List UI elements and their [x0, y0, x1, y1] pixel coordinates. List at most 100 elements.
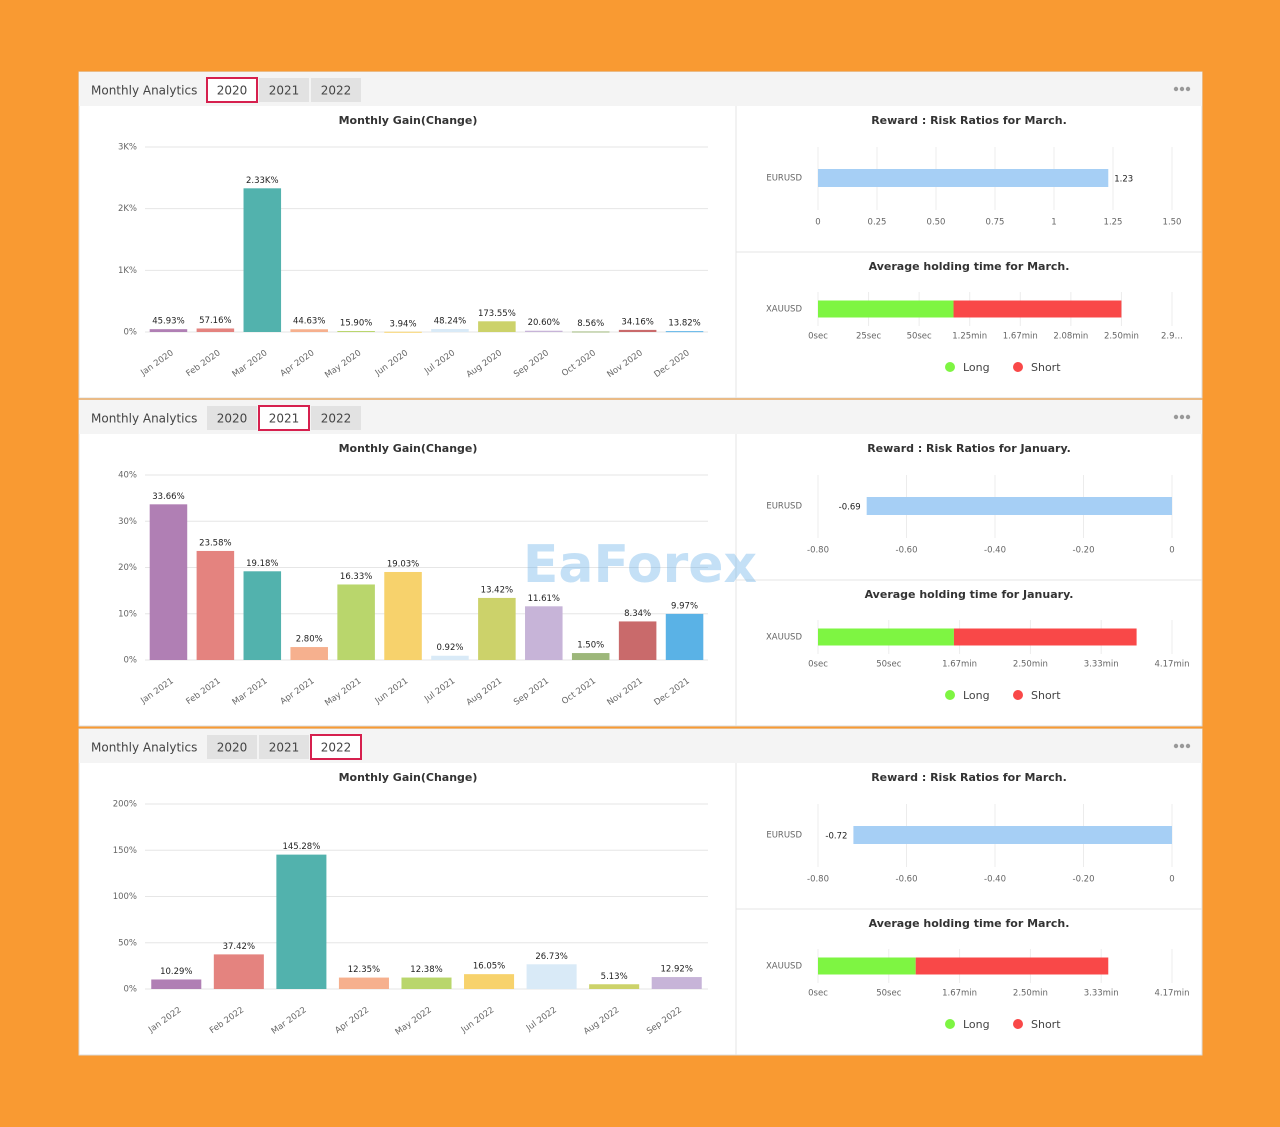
tab[interactable] — [259, 735, 309, 759]
x-tick-label: -0.20 — [1073, 875, 1095, 885]
y-tick-label: 0% — [124, 328, 138, 338]
menu-dot — [1173, 86, 1179, 92]
bar — [149, 504, 188, 660]
data-label: 44.63% — [293, 317, 325, 327]
data-label: 33.66% — [152, 492, 184, 502]
data-label: 12.38% — [410, 965, 442, 975]
data-label: 19.18% — [246, 559, 278, 569]
x-tick-label: 0sec — [808, 989, 828, 999]
x-tick-label: 3.33min — [1084, 660, 1119, 670]
chart-title: Average holding time for March. — [869, 260, 1070, 273]
x-tick-label: 2.50min — [1104, 332, 1139, 342]
bar — [290, 647, 328, 660]
bar — [589, 984, 640, 989]
bar — [866, 497, 1172, 515]
bar — [149, 329, 188, 332]
data-label: 57.16% — [199, 316, 231, 326]
x-tick-label: 1.67min — [942, 989, 977, 999]
tab-label[interactable]: 2020 — [217, 741, 248, 755]
data-label: 8.34% — [624, 609, 651, 619]
x-tick-label: 0.25 — [868, 218, 887, 228]
data-label: 48.24% — [434, 317, 466, 327]
x-tick-label: -0.80 — [807, 546, 829, 556]
x-tick-label: 2.9… — [1161, 332, 1183, 342]
tab-label[interactable]: 2020 — [217, 412, 248, 426]
tab[interactable] — [311, 78, 361, 102]
x-tick-label: 1.25min — [952, 332, 987, 342]
x-tick-label: -0.40 — [984, 546, 1006, 556]
menu-dot — [1179, 743, 1185, 749]
data-label: 15.90% — [340, 319, 372, 329]
bar — [571, 653, 610, 660]
panel — [78, 728, 1203, 1056]
x-tick-label: -0.20 — [1073, 546, 1095, 556]
tab-label[interactable]: 2021 — [269, 412, 300, 426]
bar-segment — [818, 300, 954, 318]
bar — [665, 331, 704, 333]
tab-label[interactable]: 2022 — [321, 84, 352, 98]
tab-label[interactable]: 2022 — [321, 741, 352, 755]
data-label: 37.42% — [223, 942, 255, 952]
bar — [478, 321, 516, 332]
tab[interactable] — [311, 406, 361, 430]
x-tick-label: 1.67min — [942, 660, 977, 670]
x-tick-label: 0 — [1169, 875, 1174, 885]
category-label: EURUSD — [766, 174, 802, 184]
panel-title: Monthly Analytics — [91, 741, 197, 755]
menu-dot — [1173, 743, 1179, 749]
data-label: 12.35% — [348, 965, 380, 975]
bar — [243, 188, 282, 332]
data-label: -0.69 — [839, 503, 861, 513]
legend-swatch — [945, 1019, 955, 1029]
tab-label[interactable]: 2020 — [217, 84, 248, 98]
x-tick-label: 4.17min — [1155, 660, 1190, 670]
tab[interactable] — [206, 77, 258, 103]
tab[interactable] — [258, 405, 310, 431]
x-tick-label: 25sec — [856, 332, 881, 342]
bar — [464, 974, 515, 989]
chart-title: Reward : Risk Ratios for March. — [871, 771, 1067, 784]
menu-dot — [1185, 414, 1191, 420]
bar — [151, 979, 202, 989]
legend-label: Long — [963, 361, 990, 374]
data-label: 20.60% — [528, 318, 560, 328]
y-tick-label: 150% — [113, 846, 137, 856]
tab[interactable] — [259, 78, 309, 102]
x-tick-label: 50sec — [876, 660, 901, 670]
bar — [384, 331, 422, 333]
x-tick-label: 50sec — [907, 332, 932, 342]
bar-segment — [915, 957, 1109, 975]
tab[interactable] — [207, 406, 257, 430]
tab[interactable] — [310, 734, 362, 760]
data-label: 173.55% — [478, 309, 516, 319]
x-tick-label: -0.60 — [896, 546, 918, 556]
y-tick-label: 0% — [124, 985, 138, 995]
data-label: 0.92% — [436, 643, 463, 653]
tab[interactable] — [207, 735, 257, 759]
bar — [243, 571, 282, 660]
panel-title: Monthly Analytics — [91, 84, 197, 98]
legend-label: Short — [1031, 1018, 1061, 1031]
y-tick-label: 50% — [118, 938, 137, 948]
x-tick-label: 1 — [1051, 218, 1056, 228]
chart-title: Average holding time for March. — [869, 917, 1070, 930]
tab-label[interactable]: 2022 — [321, 412, 352, 426]
data-label: 26.73% — [535, 952, 567, 962]
category-label: XAUUSD — [766, 305, 802, 315]
bar — [290, 329, 328, 332]
bar — [818, 169, 1109, 187]
data-label: 3.94% — [390, 319, 417, 329]
tab-label[interactable]: 2021 — [269, 84, 300, 98]
tab-label[interactable]: 2021 — [269, 741, 300, 755]
x-tick-label: 2.50min — [1013, 989, 1048, 999]
y-tick-label: 40% — [118, 471, 137, 481]
chart-title: Average holding time for January. — [865, 588, 1074, 601]
y-tick-label: 1K% — [118, 266, 137, 276]
data-label: 13.42% — [481, 585, 513, 595]
category-label: XAUUSD — [766, 962, 802, 972]
data-label: 13.82% — [668, 319, 700, 329]
y-tick-label: 100% — [113, 892, 137, 902]
data-label: 145.28% — [282, 842, 320, 852]
data-label: 1.23 — [1114, 175, 1133, 185]
x-tick-label: 1.67min — [1003, 332, 1038, 342]
